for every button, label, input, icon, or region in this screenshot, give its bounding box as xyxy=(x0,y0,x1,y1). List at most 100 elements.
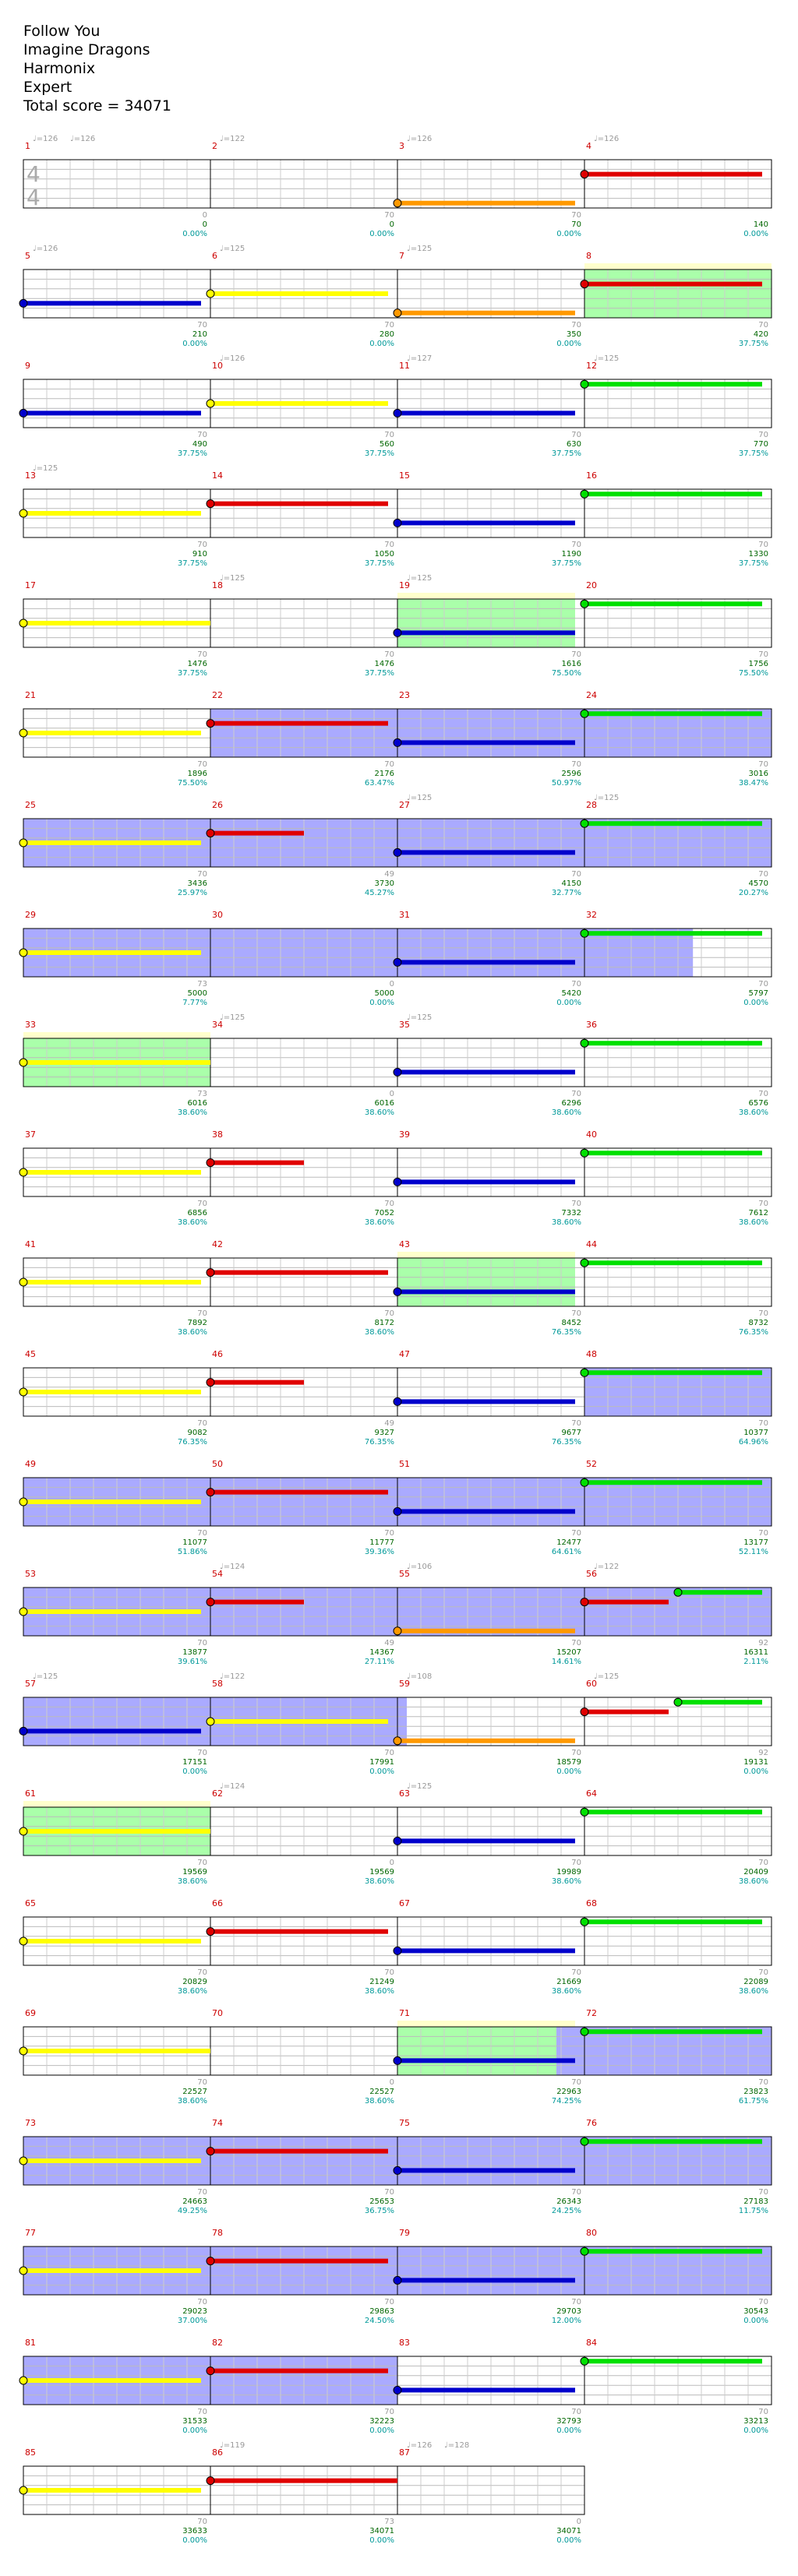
percent-value: 64.61% xyxy=(552,1548,581,1556)
percent-value: 0.00% xyxy=(556,1767,581,1776)
activation-value: 70 xyxy=(758,431,768,439)
activation-value: 70 xyxy=(197,1529,207,1538)
percent-value: 38.60% xyxy=(739,1108,768,1117)
percent-value: 76.35% xyxy=(178,1438,207,1447)
tempo-marker: ♩=126 xyxy=(33,135,58,143)
note-head xyxy=(580,379,589,389)
note-head xyxy=(580,1038,589,1048)
note-head xyxy=(580,2356,589,2366)
measure-number: 34 xyxy=(212,1020,223,1030)
note-head xyxy=(206,1927,215,1936)
score-value: 6296 xyxy=(562,1099,581,1108)
note-head xyxy=(393,1626,402,1636)
activation-value: 70 xyxy=(571,2408,581,2416)
score-value: 16311 xyxy=(743,1648,768,1657)
measure-number: 36 xyxy=(586,1020,597,1030)
measure-number: 66 xyxy=(212,1898,223,1908)
star-power-region xyxy=(397,1258,575,1306)
score-value: 420 xyxy=(754,330,768,339)
percent-value: 38.60% xyxy=(178,2097,207,2106)
percent-value: 0.00% xyxy=(182,1767,207,1776)
activation-value: 70 xyxy=(758,2188,768,2197)
score-value: 1896 xyxy=(188,770,207,778)
tempo-marker: ♩=126 xyxy=(594,135,619,143)
measure-number: 70 xyxy=(212,2008,223,2018)
percent-value: 37.75% xyxy=(178,559,207,568)
measure-box xyxy=(584,1257,772,1307)
measure-number: 86 xyxy=(212,2447,223,2458)
activation-value: 49 xyxy=(384,870,394,879)
tempo-marker: ♩=126 xyxy=(70,135,95,143)
activation-value: 70 xyxy=(384,1200,394,1208)
measure-box xyxy=(584,1147,772,1197)
measure-number: 54 xyxy=(212,1569,223,1579)
measure-number: 81 xyxy=(25,2338,36,2348)
score-value: 32223 xyxy=(369,2417,394,2426)
percent-value: 38.60% xyxy=(178,1328,207,1337)
activation-value: 70 xyxy=(197,2188,207,2197)
measure-number: 15 xyxy=(399,470,410,481)
activation-value: 70 xyxy=(197,870,207,879)
activation-value: 70 xyxy=(571,870,581,879)
measure-number: 20 xyxy=(586,580,597,590)
score-value: 5000 xyxy=(188,989,207,998)
note-head xyxy=(580,1707,589,1717)
note-head xyxy=(393,957,402,967)
activation-value: 70 xyxy=(571,1090,581,1098)
percent-value: 37.75% xyxy=(739,449,768,458)
measure-number: 77 xyxy=(25,2228,36,2238)
measure-number: 35 xyxy=(399,1020,410,1030)
note-head xyxy=(580,929,589,938)
note-head xyxy=(580,1368,589,1377)
percent-value: 36.75% xyxy=(365,2207,394,2215)
tempo-marker: ♩=125 xyxy=(407,1013,432,1022)
percent-value: 45.27% xyxy=(365,889,394,897)
score-value: 11777 xyxy=(369,1538,394,1547)
percent-value: 12.00% xyxy=(552,2317,581,2325)
note-head xyxy=(580,1598,589,1607)
activation-value: 70 xyxy=(758,2078,768,2087)
score-value: 34071 xyxy=(556,2527,581,2535)
staff-row: 1♩=126 ♩=1262♩=1223♩=1264♩=12644000.00%70… xyxy=(23,135,772,238)
score-value: 9677 xyxy=(562,1429,581,1437)
percent-value: 75.50% xyxy=(739,669,768,678)
measure-number: 84 xyxy=(586,2338,597,2348)
tempo-marker: ♩=119 xyxy=(220,2441,245,2450)
activation-value: 70 xyxy=(758,2298,768,2306)
measure-number: 42 xyxy=(212,1239,223,1249)
measure-number: 16 xyxy=(586,470,597,481)
tempo-marker: ♩=125 xyxy=(220,574,245,583)
measure-number: 48 xyxy=(586,1349,597,1359)
percent-value: 27.11% xyxy=(365,1658,394,1666)
measure-box xyxy=(584,269,772,319)
note-head xyxy=(580,280,589,289)
measure-number: 46 xyxy=(212,1349,223,1359)
percent-value: 0.00% xyxy=(182,340,207,348)
measure-box xyxy=(584,1587,772,1637)
measure-number: 19 xyxy=(399,580,410,590)
note-head xyxy=(393,1287,402,1296)
note-head xyxy=(206,399,215,408)
score-value: 5420 xyxy=(562,989,581,998)
score-value: 19569 xyxy=(182,1868,207,1876)
activation-value: 70 xyxy=(758,650,768,659)
activation-value: 92 xyxy=(758,1639,768,1647)
activation-value: 70 xyxy=(571,1749,581,1757)
measure-box xyxy=(584,2026,772,2076)
activation-value: 70 xyxy=(197,2078,207,2087)
note-head xyxy=(206,2366,215,2376)
score-value: 490 xyxy=(192,440,207,449)
measure-number: 26 xyxy=(212,800,223,810)
score-value: 3016 xyxy=(749,770,768,778)
score-value: 2596 xyxy=(562,770,581,778)
staff-row: 21 22 23 2470189675.50%70217663.47%70259650… xyxy=(19,690,772,788)
staff-row: 17 18♩=12519♩=1252070147637.75%70147637.7… xyxy=(19,574,772,678)
score-value: 770 xyxy=(754,440,768,449)
percent-value: 32.77% xyxy=(552,889,581,897)
score-value: 33633 xyxy=(182,2527,207,2535)
score-value: 13877 xyxy=(182,1648,207,1657)
activation-value: 0 xyxy=(390,1859,394,1867)
note-head xyxy=(580,1807,589,1817)
percent-value: 37.75% xyxy=(178,449,207,458)
measure-number: 10 xyxy=(212,361,223,371)
